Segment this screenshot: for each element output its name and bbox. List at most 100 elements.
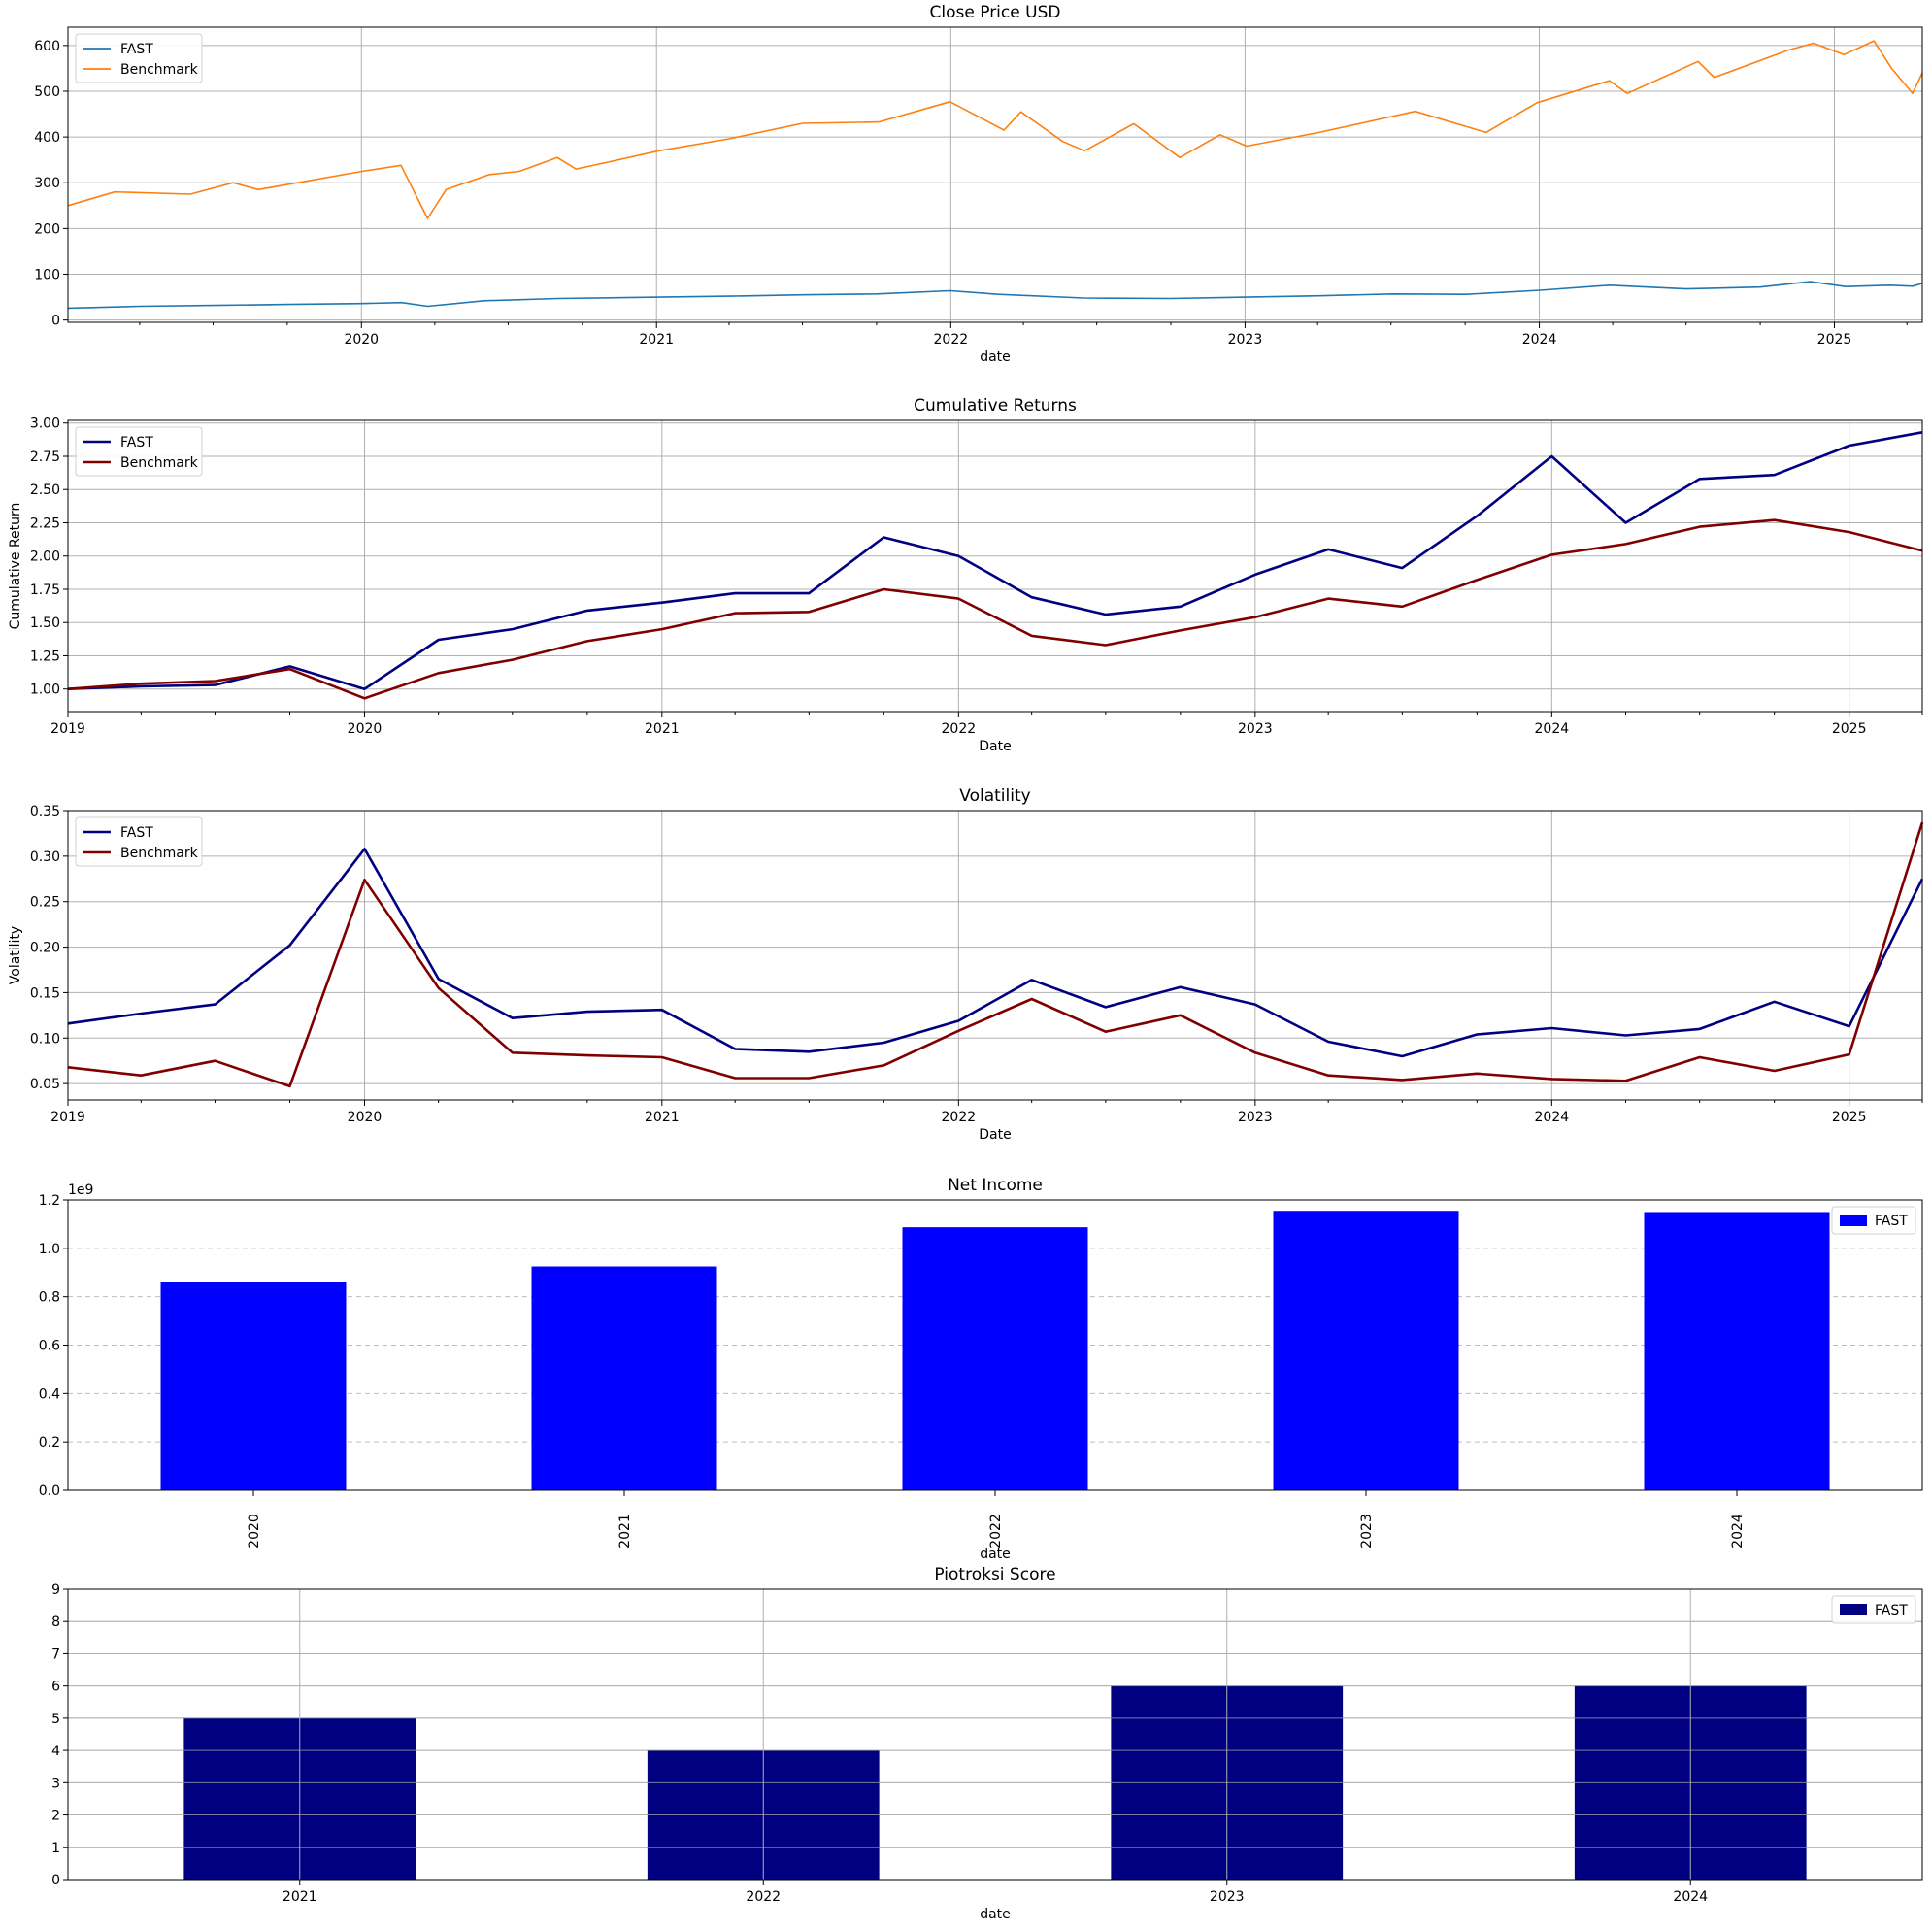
legend-label: Benchmark [120, 455, 199, 471]
y-tick-label: 1 [51, 1841, 60, 1856]
x-tick-label: 2021 [645, 721, 680, 737]
legend-label: FAST [120, 435, 153, 450]
x-axis-label: date [980, 350, 1011, 365]
x-tick-label: 2022 [746, 1889, 781, 1905]
y-tick-label: 6 [51, 1680, 60, 1695]
legend-label: FAST [120, 825, 153, 841]
chart-4: 0 1 2 3 4 5 6 7 8 9 2021 2022 2023 2024 Piotroksi Scor… [51, 1565, 1923, 1922]
legend-swatch [1840, 1215, 1867, 1226]
x-tick-label: 2020 [344, 332, 379, 348]
y-tick-label: 0.10 [30, 1031, 60, 1047]
x-tick-label: 2019 [50, 721, 85, 737]
y-tick-label: 0.15 [30, 985, 60, 1001]
plot-frame [67, 1588, 1923, 1881]
x-tick-label: 2023 [1238, 721, 1273, 737]
y-tick-label: 0.8 [39, 1290, 60, 1306]
x-tick-label: 2021 [283, 1889, 317, 1905]
y-tick-label: 3 [51, 1776, 60, 1791]
y-tick-label: 5 [51, 1712, 60, 1727]
plot-frame [67, 810, 1923, 1101]
legend-label: Benchmark [120, 846, 199, 861]
x-tick-label: 2024 [1522, 332, 1557, 348]
series-line-fast [67, 281, 1923, 310]
x-tick-label: 2023 [1210, 1889, 1245, 1905]
legend-label: FAST [120, 42, 153, 57]
x-tick-label: 2022 [942, 721, 977, 737]
y-tick-label: 2.00 [30, 549, 60, 565]
x-tick-label: 2025 [1832, 721, 1867, 737]
y-tick-label: 0.35 [30, 804, 60, 819]
series-line-benchmark [67, 821, 1924, 1088]
y-tick-label: 7 [51, 1647, 60, 1662]
x-tick-label: 2020 [247, 1514, 262, 1548]
chart-title: Net Income [948, 1176, 1043, 1195]
legend-box [1831, 1595, 1916, 1624]
y-tick-label: 2.50 [30, 483, 60, 498]
chart-title: Cumulative Returns [914, 396, 1077, 416]
y-tick-label: 0.25 [30, 895, 60, 911]
x-tick-label: 2020 [348, 721, 383, 737]
chart-title: Piotroksi Score [934, 1565, 1055, 1584]
legend-swatch [1840, 1604, 1867, 1615]
x-tick-label: 2025 [1832, 1110, 1867, 1125]
y-tick-label: 1.00 [30, 683, 60, 698]
legend-box [75, 426, 203, 477]
series-line-fast [67, 431, 1923, 690]
x-tick-label: 2021 [645, 1110, 680, 1125]
x-tick-label: 2022 [934, 332, 969, 348]
y-tick-label: 8 [51, 1615, 60, 1630]
series-line-benchmark [67, 518, 1923, 700]
y-tick-label: 1.50 [30, 616, 60, 631]
chart-title: Volatility [959, 786, 1030, 806]
y-tick-label: 0.30 [30, 849, 60, 865]
bar [902, 1227, 1088, 1490]
y-tick-label: 2.75 [30, 449, 60, 465]
legend-box [75, 816, 203, 867]
plot-frame [67, 1199, 1923, 1491]
series-line-fast [67, 848, 1924, 1058]
y-tick-label: 4 [51, 1744, 60, 1759]
x-tick-label: 2024 [1730, 1514, 1746, 1548]
legend-box [1831, 1206, 1916, 1235]
y-tick-label: 1.0 [39, 1242, 60, 1257]
x-axis-label: date [980, 1547, 1011, 1562]
x-tick-label: 2022 [942, 1110, 977, 1125]
bar [531, 1266, 717, 1490]
x-tick-label: 2023 [1228, 332, 1263, 348]
y-tick-label: 600 [34, 39, 60, 54]
bar [160, 1282, 347, 1490]
bar [1644, 1212, 1830, 1490]
x-tick-label: 2024 [1535, 721, 1570, 737]
y-tick-label: 9 [51, 1582, 60, 1598]
x-tick-label: 2024 [1535, 1110, 1570, 1125]
chart-3: 0.0 0.2 0.4 0.6 0.8 1.0 1.2 2020 2021 2022 2023 202… [39, 1176, 1923, 1562]
plot-frame [67, 419, 1923, 713]
x-axis-label: Date [979, 1127, 1011, 1143]
legend-box [75, 33, 203, 83]
x-tick-label: 2025 [1817, 332, 1852, 348]
y-tick-label: 0.05 [30, 1077, 60, 1092]
y-tick-label: 0.20 [30, 941, 60, 956]
x-tick-label: 2023 [1238, 1110, 1273, 1125]
series-line-benchmark [67, 40, 1923, 219]
y-tick-label: 1.75 [30, 583, 60, 598]
chart-0: 0 100 200 300 400 500 600 2020 2021 2022 2023 2024 2… [34, 3, 1923, 365]
bar [1273, 1211, 1459, 1490]
y-axis-label: Volatility [8, 926, 23, 984]
y-tick-label: 0.2 [39, 1435, 60, 1450]
y-tick-label: 0.6 [39, 1339, 60, 1354]
plot-frame [67, 26, 1923, 323]
chart-1: 1.00 1.25 1.50 1.75 2.00 2.25 2.50 2.75 3.00 2019… [8, 396, 1923, 754]
chart-title: Close Price USD [930, 3, 1061, 22]
legend-label: FAST [1875, 1603, 1908, 1618]
y-offset-label: 1e9 [68, 1182, 93, 1198]
y-tick-label: 1.2 [39, 1193, 60, 1209]
y-tick-label: 100 [34, 268, 60, 283]
y-tick-label: 0 [51, 1873, 60, 1888]
y-tick-label: 1.25 [30, 649, 60, 664]
x-tick-label: 2022 [988, 1514, 1004, 1548]
x-tick-label: 2020 [348, 1110, 383, 1125]
x-tick-label: 2021 [617, 1514, 633, 1548]
y-tick-label: 3.00 [30, 416, 60, 432]
